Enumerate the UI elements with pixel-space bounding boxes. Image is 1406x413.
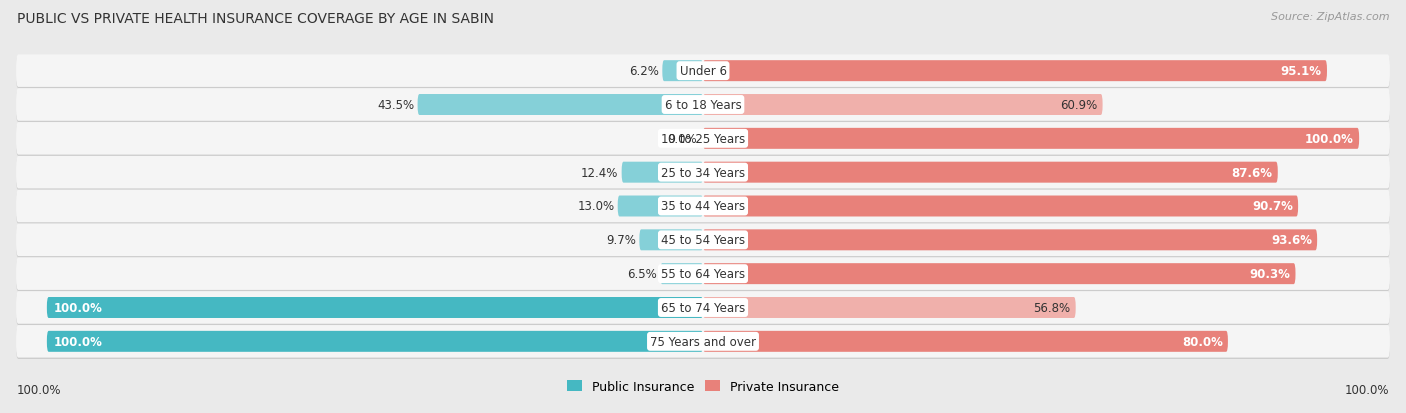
FancyBboxPatch shape bbox=[15, 327, 1391, 359]
FancyBboxPatch shape bbox=[617, 196, 703, 217]
Text: 6.5%: 6.5% bbox=[627, 268, 657, 280]
Text: 80.0%: 80.0% bbox=[1182, 335, 1223, 348]
FancyBboxPatch shape bbox=[621, 162, 703, 183]
Text: 95.1%: 95.1% bbox=[1281, 65, 1322, 78]
FancyBboxPatch shape bbox=[703, 162, 1278, 183]
FancyBboxPatch shape bbox=[703, 297, 1076, 318]
FancyBboxPatch shape bbox=[661, 263, 703, 285]
Text: 100.0%: 100.0% bbox=[53, 335, 103, 348]
Text: 100.0%: 100.0% bbox=[53, 301, 103, 314]
FancyBboxPatch shape bbox=[15, 89, 1391, 121]
Text: 100.0%: 100.0% bbox=[1305, 133, 1354, 145]
Text: 0.0%: 0.0% bbox=[666, 133, 696, 145]
FancyBboxPatch shape bbox=[418, 95, 703, 116]
FancyBboxPatch shape bbox=[15, 190, 1391, 223]
Text: PUBLIC VS PRIVATE HEALTH INSURANCE COVERAGE BY AGE IN SABIN: PUBLIC VS PRIVATE HEALTH INSURANCE COVER… bbox=[17, 12, 494, 26]
Text: 60.9%: 60.9% bbox=[1060, 99, 1097, 112]
FancyBboxPatch shape bbox=[15, 225, 1391, 258]
Text: 90.3%: 90.3% bbox=[1250, 268, 1291, 280]
Text: 93.6%: 93.6% bbox=[1271, 234, 1312, 247]
FancyBboxPatch shape bbox=[703, 128, 1360, 150]
FancyBboxPatch shape bbox=[15, 292, 1391, 324]
Text: 56.8%: 56.8% bbox=[1033, 301, 1070, 314]
Text: 45 to 54 Years: 45 to 54 Years bbox=[661, 234, 745, 247]
Legend: Public Insurance, Private Insurance: Public Insurance, Private Insurance bbox=[562, 375, 844, 398]
Text: 9.7%: 9.7% bbox=[606, 234, 636, 247]
Text: 13.0%: 13.0% bbox=[578, 200, 614, 213]
FancyBboxPatch shape bbox=[15, 90, 1391, 123]
FancyBboxPatch shape bbox=[15, 325, 1391, 358]
FancyBboxPatch shape bbox=[640, 230, 703, 251]
FancyBboxPatch shape bbox=[703, 95, 1102, 116]
Text: 6 to 18 Years: 6 to 18 Years bbox=[665, 99, 741, 112]
Text: 43.5%: 43.5% bbox=[377, 99, 415, 112]
Text: 65 to 74 Years: 65 to 74 Years bbox=[661, 301, 745, 314]
Text: 75 Years and over: 75 Years and over bbox=[650, 335, 756, 348]
Text: 6.2%: 6.2% bbox=[628, 65, 659, 78]
FancyBboxPatch shape bbox=[15, 224, 1391, 256]
FancyBboxPatch shape bbox=[662, 61, 703, 82]
FancyBboxPatch shape bbox=[703, 196, 1298, 217]
Text: 19 to 25 Years: 19 to 25 Years bbox=[661, 133, 745, 145]
FancyBboxPatch shape bbox=[15, 157, 1391, 189]
Text: 90.7%: 90.7% bbox=[1251, 200, 1294, 213]
Text: 100.0%: 100.0% bbox=[17, 384, 62, 396]
FancyBboxPatch shape bbox=[15, 124, 1391, 157]
FancyBboxPatch shape bbox=[15, 192, 1391, 224]
FancyBboxPatch shape bbox=[46, 331, 703, 352]
Text: 12.4%: 12.4% bbox=[581, 166, 619, 179]
Text: 87.6%: 87.6% bbox=[1232, 166, 1272, 179]
FancyBboxPatch shape bbox=[703, 230, 1317, 251]
Text: 100.0%: 100.0% bbox=[1344, 384, 1389, 396]
FancyBboxPatch shape bbox=[46, 297, 703, 318]
FancyBboxPatch shape bbox=[15, 55, 1391, 88]
FancyBboxPatch shape bbox=[703, 263, 1295, 285]
FancyBboxPatch shape bbox=[15, 293, 1391, 325]
FancyBboxPatch shape bbox=[15, 259, 1391, 292]
FancyBboxPatch shape bbox=[703, 61, 1327, 82]
FancyBboxPatch shape bbox=[15, 158, 1391, 190]
Text: 55 to 64 Years: 55 to 64 Years bbox=[661, 268, 745, 280]
Text: Under 6: Under 6 bbox=[679, 65, 727, 78]
FancyBboxPatch shape bbox=[703, 331, 1227, 352]
Text: 25 to 34 Years: 25 to 34 Years bbox=[661, 166, 745, 179]
FancyBboxPatch shape bbox=[15, 57, 1391, 89]
FancyBboxPatch shape bbox=[15, 258, 1391, 290]
FancyBboxPatch shape bbox=[15, 123, 1391, 155]
Text: Source: ZipAtlas.com: Source: ZipAtlas.com bbox=[1271, 12, 1389, 22]
Text: 35 to 44 Years: 35 to 44 Years bbox=[661, 200, 745, 213]
